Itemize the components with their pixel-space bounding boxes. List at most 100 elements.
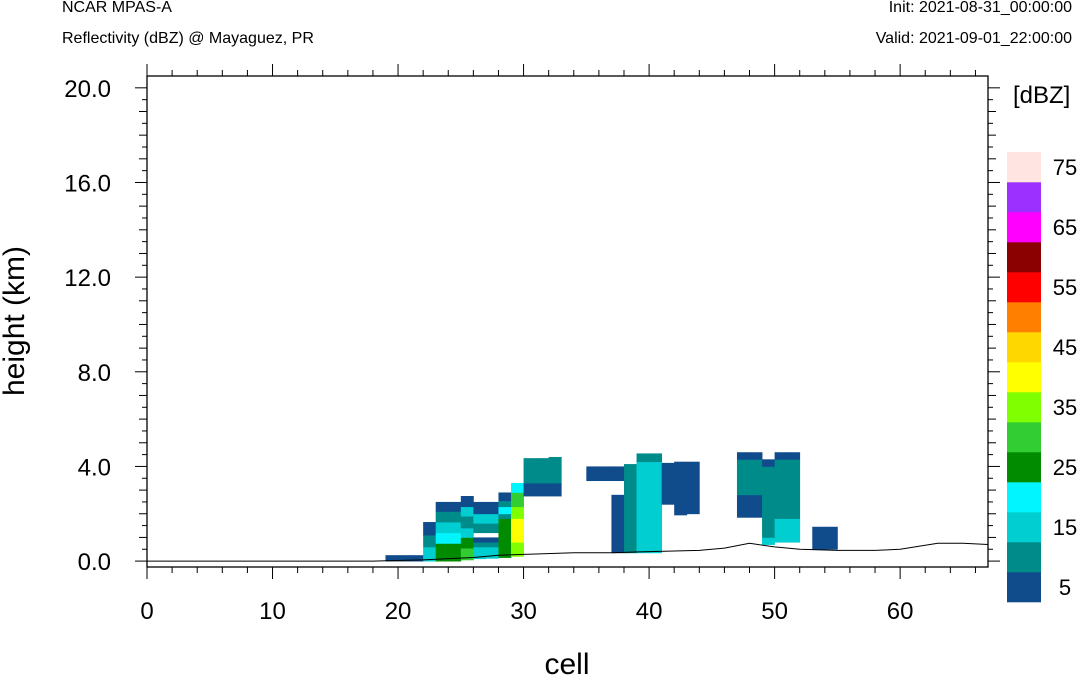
reflectivity-cell bbox=[548, 456, 562, 484]
reflectivity-cell bbox=[736, 452, 750, 460]
reflectivity-cell bbox=[523, 458, 537, 484]
colorbar-label: 45 bbox=[1053, 335, 1077, 360]
reflectivity-cells bbox=[385, 452, 838, 562]
reflectivity-cell bbox=[774, 459, 788, 519]
reflectivity-cell bbox=[787, 459, 801, 519]
reflectivity-cell bbox=[736, 494, 750, 518]
colorbar-bin bbox=[1007, 152, 1041, 183]
reflectivity-cell bbox=[473, 523, 487, 534]
reflectivity-cell bbox=[448, 511, 462, 523]
reflectivity-cell bbox=[774, 452, 788, 460]
reflectivity-cell bbox=[548, 483, 562, 497]
reflectivity-cell bbox=[485, 542, 499, 548]
colorbar-bin bbox=[1007, 272, 1041, 303]
colorbar-label: 75 bbox=[1053, 155, 1077, 180]
x-tick-label: 50 bbox=[761, 598, 788, 625]
reflectivity-cell bbox=[824, 526, 838, 550]
reflectivity-cell bbox=[485, 523, 499, 534]
reflectivity-cell bbox=[473, 542, 487, 548]
reflectivity-cell bbox=[498, 506, 512, 515]
reflectivity-cell bbox=[511, 542, 524, 557]
reflectivity-cell bbox=[460, 537, 474, 549]
terrain-profile bbox=[147, 542, 989, 562]
x-axis-label: cell bbox=[544, 648, 589, 677]
reflectivity-cell bbox=[674, 461, 688, 516]
reflectivity-cell bbox=[736, 459, 750, 496]
valid-time: Valid: 2021-09-01_22:00:00 bbox=[875, 30, 1072, 47]
reflectivity-cell bbox=[435, 501, 449, 512]
colorbar-bin bbox=[1007, 212, 1041, 243]
colorbar-label: 25 bbox=[1053, 455, 1077, 480]
colorbar-bin bbox=[1007, 392, 1041, 423]
colorbar-bin bbox=[1007, 332, 1041, 363]
reflectivity-cell bbox=[435, 543, 449, 562]
reflectivity-cell bbox=[473, 546, 487, 560]
x-tick-label: 30 bbox=[510, 598, 537, 625]
reflectivity-cell bbox=[649, 453, 663, 463]
reflectivity-cell bbox=[636, 461, 650, 554]
reflectivity-cell bbox=[586, 466, 600, 482]
reflectivity-cell bbox=[410, 555, 424, 562]
reflectivity-cell bbox=[473, 537, 487, 543]
colorbar-bin bbox=[1007, 302, 1041, 333]
reflectivity-cell bbox=[511, 506, 524, 519]
reflectivity-cell bbox=[485, 501, 499, 515]
reflectivity-cell bbox=[435, 511, 449, 523]
y-axis-label: height (km) bbox=[0, 246, 31, 396]
x-tick-label: 20 bbox=[385, 598, 412, 625]
reflectivity-cell bbox=[636, 453, 650, 463]
reflectivity-cell bbox=[473, 513, 487, 524]
reflectivity-cell bbox=[423, 535, 437, 548]
colorbar-bin bbox=[1007, 542, 1041, 573]
y-tick-label: 4.0 bbox=[78, 454, 111, 481]
colorbar-bin bbox=[1007, 482, 1041, 513]
reflectivity-cell bbox=[749, 494, 763, 518]
reflectivity-cell bbox=[523, 483, 537, 497]
x-tick-label: 60 bbox=[887, 598, 914, 625]
reflectivity-cell bbox=[611, 494, 625, 554]
plot-frame bbox=[146, 75, 989, 568]
y-tick-label: 0.0 bbox=[78, 549, 111, 576]
reflectivity-cell bbox=[774, 518, 788, 543]
colorbar-label: 65 bbox=[1053, 215, 1077, 240]
reflectivity-cell bbox=[398, 555, 411, 562]
reflectivity-cell bbox=[435, 522, 449, 534]
reflectivity-cell bbox=[485, 513, 499, 524]
reflectivity-cell bbox=[498, 500, 512, 508]
reflectivity-cell bbox=[598, 466, 612, 482]
reflectivity-cell bbox=[435, 532, 449, 544]
reflectivity-cell bbox=[661, 462, 675, 505]
reflectivity-cell bbox=[787, 518, 801, 543]
reflectivity-cell bbox=[762, 466, 776, 538]
y-axis: 0.0 4.0 8.0 12.0 16.0 20.0 bbox=[64, 76, 1000, 576]
variable-title: Reflectivity (dBZ) @ Mayaguez, PR bbox=[62, 30, 314, 47]
x-tick-label: 0 bbox=[140, 598, 153, 625]
colorbar: 5 15 25 35 45 55 65 75 bbox=[1007, 152, 1077, 603]
reflectivity-cell bbox=[448, 532, 462, 544]
reflectivity-cell bbox=[498, 513, 512, 519]
reflectivity-cell bbox=[423, 546, 437, 562]
reflectivity-cell bbox=[536, 458, 550, 484]
colorbar-bin bbox=[1007, 512, 1041, 543]
x-axis: 0 10 20 30 40 50 60 bbox=[140, 64, 976, 625]
x-tick-label: 10 bbox=[259, 598, 286, 625]
colorbar-bin bbox=[1007, 422, 1041, 453]
colorbar-bin bbox=[1007, 452, 1041, 483]
reflectivity-cell bbox=[762, 537, 776, 545]
reflectivity-cell bbox=[385, 555, 399, 562]
reflectivity-cell bbox=[536, 483, 550, 497]
reflectivity-cell bbox=[787, 452, 801, 460]
reflectivity-cell bbox=[511, 492, 524, 508]
reflectivity-cell bbox=[749, 459, 763, 496]
reflectivity-cell bbox=[611, 466, 625, 482]
y-tick-label: 12.0 bbox=[64, 265, 111, 292]
reflectivity-cell bbox=[511, 483, 524, 493]
init-time: Init: 2021-08-31_00:00:00 bbox=[888, 0, 1072, 16]
colorbar-bin bbox=[1007, 362, 1041, 393]
colorbar-bin bbox=[1007, 182, 1041, 213]
model-title: NCAR MPAS-A bbox=[62, 0, 172, 16]
colorbar-bin bbox=[1007, 242, 1041, 273]
reflectivity-cell bbox=[623, 464, 637, 554]
reflectivity-cell bbox=[448, 543, 462, 562]
reflectivity-cell bbox=[423, 522, 437, 536]
